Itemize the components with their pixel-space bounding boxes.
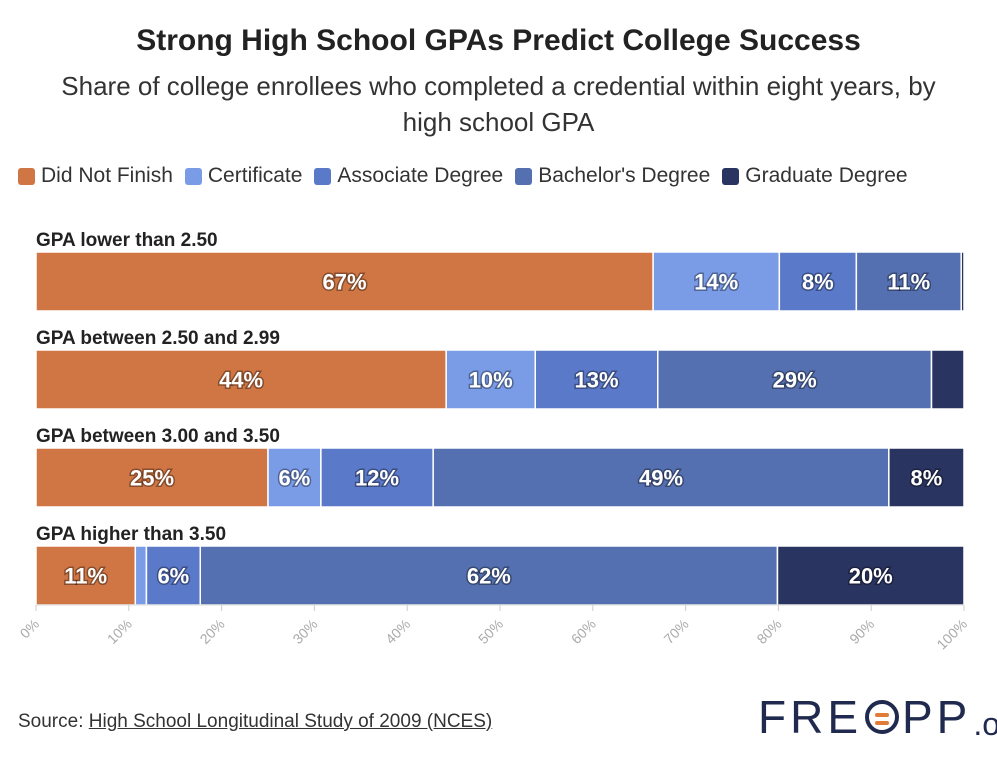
data-label: 11% <box>887 270 930 295</box>
x-tick-label: 70% <box>661 616 692 647</box>
x-tick-label: 50% <box>475 616 506 647</box>
source-prefix: Source: <box>18 711 89 732</box>
category-label: GPA between 3.00 and 3.50 <box>36 426 280 447</box>
data-label: 8% <box>802 270 834 295</box>
legend-swatch <box>184 167 202 185</box>
legend-swatch <box>515 167 533 185</box>
legend-label: Associate Degree <box>337 164 504 187</box>
stacked-bar-chart: GPA lower than 2.50 67% 14% 8% 11% GPA betwee… <box>16 230 970 653</box>
x-tick-label: 80% <box>753 616 784 647</box>
logo-text-right: PP <box>902 691 972 743</box>
legend-label: Bachelor's Degree <box>538 164 711 187</box>
legend-label: Certificate <box>207 164 303 187</box>
bar-segment <box>778 251 858 312</box>
bar-segment <box>776 545 965 606</box>
data-label: 6% <box>279 466 311 491</box>
legend-label: Did Not Finish <box>41 164 173 187</box>
bar-segment <box>930 349 965 410</box>
chart-title: Strong High School GPAs Predict College … <box>136 24 861 57</box>
data-label: 25% <box>130 466 174 491</box>
bar-segment <box>35 545 137 606</box>
data-label: 13% <box>574 368 618 393</box>
bar-segment <box>445 349 537 410</box>
bar-segment <box>267 447 322 508</box>
bar-segment <box>534 349 659 410</box>
x-tick-label: 10% <box>104 616 135 647</box>
category-label: GPA lower than 2.50 <box>36 230 218 251</box>
bar-segment <box>35 447 269 508</box>
data-label: 49% <box>639 466 683 491</box>
legend-swatch <box>314 167 332 185</box>
legend-swatch <box>722 167 740 185</box>
x-tick-label: 0% <box>16 616 42 642</box>
data-label: 14% <box>694 270 738 295</box>
bar-segment <box>134 545 148 606</box>
legend-item-bachelors-degree: Bachelor's Degree <box>515 164 710 188</box>
legend-swatch <box>18 167 35 185</box>
data-label: 29% <box>773 368 817 393</box>
data-label: 10% <box>469 368 513 393</box>
data-label: 8% <box>911 466 943 491</box>
x-tick-label: 20% <box>197 616 228 647</box>
freeopp-logo: FRE PP .org <box>758 690 997 740</box>
legend-item-graduate-degree: Graduate Degree <box>722 164 908 188</box>
chart-subtitle: Share of college enrollees who completed… <box>61 71 936 137</box>
category-label: GPA between 2.50 and 2.99 <box>36 328 280 349</box>
legend-item-certificate: Certificate <box>184 164 303 188</box>
category-label: GPA higher than 3.50 <box>36 524 226 545</box>
bar-segment <box>199 545 779 606</box>
bar-segment <box>960 251 965 312</box>
x-tick-label: 100% <box>933 616 970 653</box>
data-label: 11% <box>64 564 107 589</box>
x-tick-label: 40% <box>382 616 413 647</box>
logo-text-left: FRE <box>758 691 862 743</box>
legend-item-did-not-finish: Did Not Finish <box>18 164 173 188</box>
data-label: 67% <box>323 270 367 295</box>
legend: Did Not Finish Certificate Associate Deg… <box>18 161 920 191</box>
bar-segment <box>888 447 965 508</box>
bar-segment <box>35 349 447 410</box>
bar-segment <box>657 349 933 410</box>
logo-o-icon <box>865 700 899 734</box>
legend-item-associate-degree: Associate Degree <box>314 164 503 188</box>
data-label: 6% <box>157 564 189 589</box>
source-note: Source: High School Longitudinal Study o… <box>18 711 492 733</box>
source-link[interactable]: High School Longitudinal Study of 2009 (… <box>88 711 493 732</box>
data-label: 62% <box>467 564 511 589</box>
logo-wordmark: FRE PP <box>758 694 971 740</box>
x-tick-label: 30% <box>289 616 320 647</box>
logo-suffix: .org <box>973 706 997 742</box>
bar-segment <box>652 251 781 312</box>
data-label: 12% <box>355 466 399 491</box>
bar-segment <box>35 251 654 312</box>
x-tick-label: 90% <box>846 616 877 647</box>
legend-label: Graduate Degree <box>745 164 908 187</box>
x-tick-label: 60% <box>568 616 599 647</box>
data-label: 20% <box>849 564 893 589</box>
bar-segment <box>432 447 890 508</box>
data-label: 44% <box>219 368 263 393</box>
